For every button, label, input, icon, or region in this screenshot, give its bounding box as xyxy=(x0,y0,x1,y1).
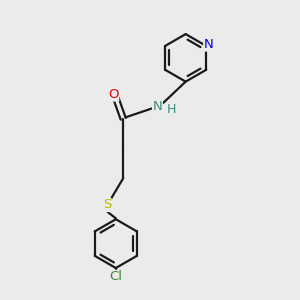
Text: N: N xyxy=(204,38,214,51)
Text: O: O xyxy=(108,88,119,101)
Text: Cl: Cl xyxy=(109,270,122,284)
Text: N: N xyxy=(153,100,162,113)
Text: S: S xyxy=(103,199,111,212)
Text: H: H xyxy=(167,103,176,116)
